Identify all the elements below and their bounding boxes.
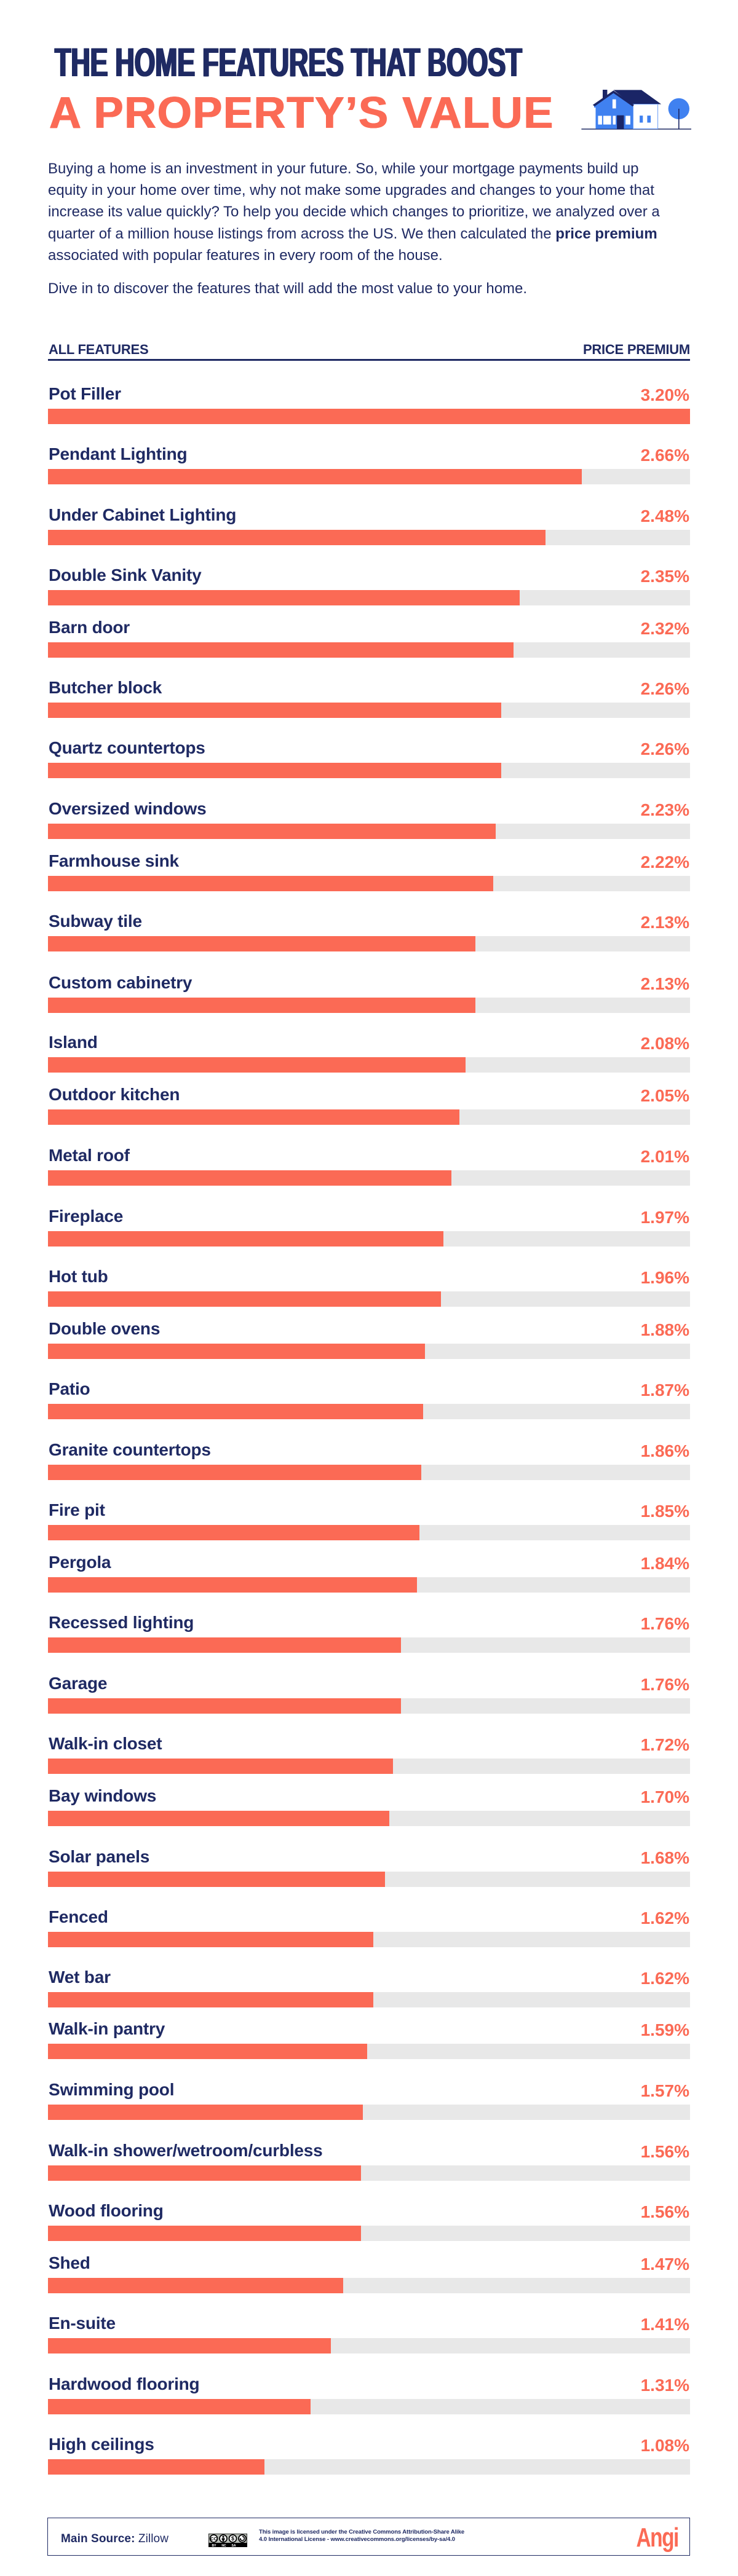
svg-text:NC: NC [221, 2544, 226, 2547]
svg-text:CC: CC [210, 2536, 217, 2542]
svg-text:BY: BY [212, 2544, 217, 2547]
svg-text:$: $ [231, 2535, 234, 2542]
svg-text:SA: SA [232, 2544, 236, 2547]
